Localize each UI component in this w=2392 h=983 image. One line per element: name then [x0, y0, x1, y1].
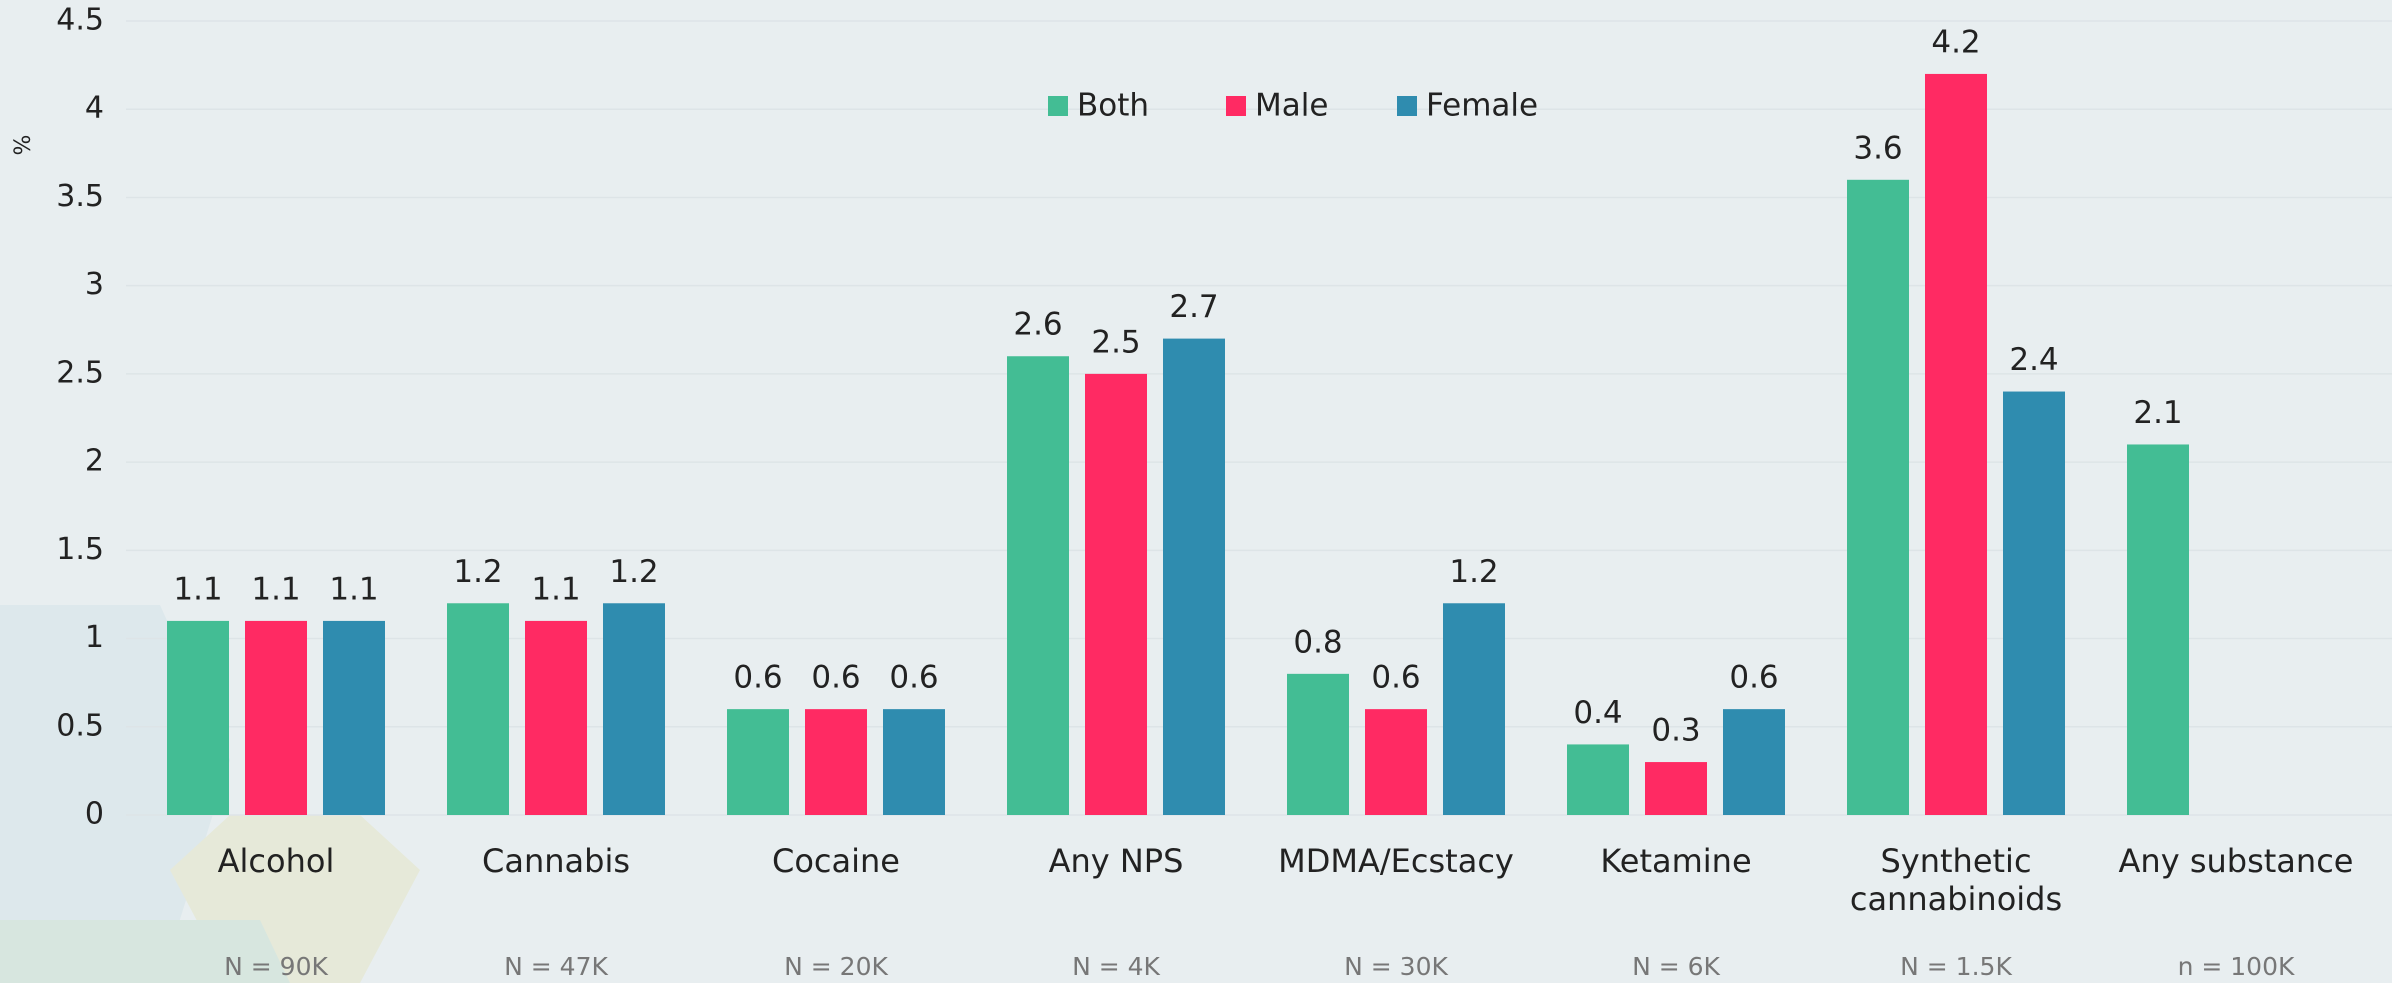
- bar: [525, 620, 587, 815]
- y-tick-label: 4.5: [56, 3, 104, 38]
- bar: [2003, 391, 2065, 815]
- legend-swatch: [1226, 96, 1246, 116]
- data-label: 2.4: [2009, 342, 2058, 378]
- bar: [447, 603, 509, 815]
- bar: [1007, 356, 1069, 815]
- x-tick-label: Synthetic cannabinoids: [1849, 842, 2063, 918]
- data-label: 3.6: [1853, 130, 1902, 166]
- legend-label: Male: [1255, 88, 1328, 124]
- legend-swatch: [1048, 96, 1068, 116]
- sample-size: N = 20K: [784, 952, 888, 981]
- bar: [883, 709, 945, 815]
- data-label: 1.1: [251, 571, 300, 607]
- data-label: 1.2: [453, 554, 502, 590]
- x-tick-label: Any substance: [2118, 842, 2354, 880]
- legend-label: Female: [1426, 88, 1538, 124]
- data-label: 0.6: [811, 660, 860, 696]
- bar: [1163, 338, 1225, 815]
- data-label: 0.6: [1729, 660, 1778, 696]
- y-tick-label: 3: [85, 267, 104, 302]
- decor: [0, 920, 290, 983]
- sample-size: N = 1.5K: [1900, 952, 2012, 981]
- data-label: 0.6: [733, 660, 782, 696]
- bar: [1645, 762, 1707, 815]
- data-label: 4.2: [1931, 24, 1980, 60]
- data-label: 2.1: [2133, 395, 2182, 431]
- y-tick-label: 4: [85, 91, 104, 126]
- bar: [1443, 603, 1505, 815]
- data-label: 2.5: [1091, 324, 1140, 360]
- bar: [1925, 73, 1987, 815]
- y-tick-label: 3.5: [56, 179, 104, 214]
- bar: [1287, 673, 1349, 815]
- y-axis-label: %: [11, 135, 36, 156]
- x-tick-label: Any NPS: [1048, 842, 1184, 880]
- bar: [1847, 179, 1909, 816]
- bar: [1085, 373, 1147, 815]
- x-tick-label: MDMA/Ecstacy: [1278, 842, 1514, 880]
- y-tick-label: 0.5: [56, 708, 104, 743]
- x-tick-label: Alcohol: [217, 842, 335, 880]
- data-label: 1.2: [609, 554, 658, 590]
- bar: [323, 620, 385, 815]
- bar: [603, 603, 665, 815]
- data-label: 0.4: [1573, 695, 1622, 731]
- data-label: 0.6: [889, 660, 938, 696]
- y-tick-label: 1: [85, 620, 104, 655]
- bar: [1567, 744, 1629, 815]
- y-tick-label: 2.5: [56, 355, 104, 390]
- sample-size: N = 90K: [224, 952, 328, 981]
- bar: [805, 709, 867, 815]
- data-label: 1.1: [531, 571, 580, 607]
- bar: [727, 709, 789, 815]
- bar: [1365, 709, 1427, 815]
- sample-size: N = 30K: [1344, 952, 1448, 981]
- y-tick-label: 2: [85, 444, 104, 479]
- bar: [167, 620, 229, 815]
- data-label: 2.6: [1013, 307, 1062, 343]
- x-tick-label: Ketamine: [1600, 842, 1752, 880]
- data-label: 0.3: [1651, 713, 1700, 749]
- sample-size: N = 4K: [1072, 952, 1160, 981]
- x-tick-label: Cannabis: [482, 842, 630, 880]
- bar: [245, 620, 307, 815]
- data-label: 1.1: [173, 571, 222, 607]
- data-label: 1.2: [1449, 554, 1498, 590]
- data-label: 2.7: [1169, 289, 1218, 325]
- bar: [1723, 709, 1785, 815]
- y-tick-label: 0: [85, 797, 104, 832]
- legend-swatch: [1397, 96, 1417, 116]
- bar: [2127, 444, 2189, 815]
- sample-size: N = 6K: [1632, 952, 1720, 981]
- sample-size: N = 47K: [504, 952, 608, 981]
- x-tick-label: Cocaine: [772, 842, 900, 880]
- data-label: 0.6: [1371, 660, 1420, 696]
- sample-size: n = 100K: [2177, 952, 2295, 981]
- y-tick-label: 1.5: [56, 532, 104, 567]
- data-label: 0.8: [1293, 624, 1342, 660]
- legend-label: Both: [1077, 88, 1149, 124]
- data-label: 1.1: [329, 571, 378, 607]
